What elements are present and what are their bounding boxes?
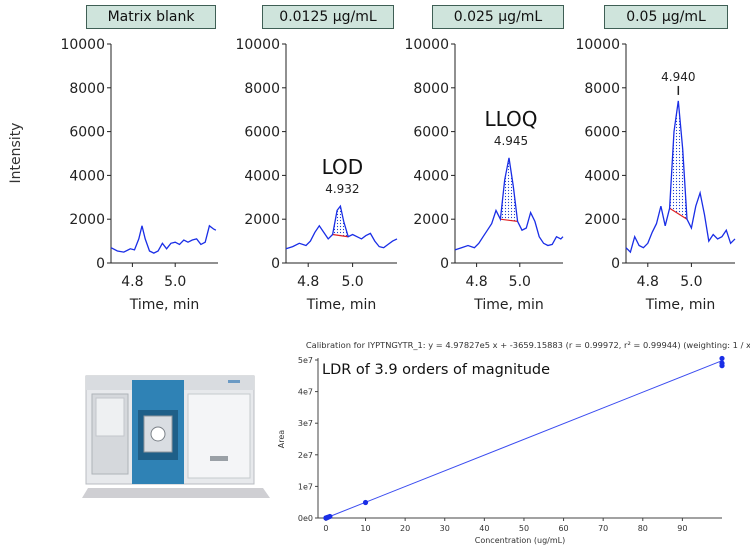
panel-title-0p0125: 0.0125 μg/mL [262,5,394,29]
y-tick-label: 8000 [413,81,449,97]
peak-annotation: LLOQ [484,107,537,131]
peak-area [669,100,688,220]
mass-spectrometer-image [82,375,270,498]
chromatogram-trace [625,100,736,254]
y-tick-label: 10000 [60,37,105,53]
chromatogram-trace [454,157,564,251]
baseline [669,207,688,220]
peak-rt-label: 4.945 [494,134,528,148]
x-tick-label: 4.8 [637,274,659,290]
panel-title-0p025: 0.025 μg/mL [432,5,564,29]
cal-y-tick-label: 5e7 [298,356,313,365]
x-axis-title: Time, min [306,297,377,313]
cal-x-tick-label: 30 [440,524,450,533]
fit-line [325,360,723,519]
y-tick-label: 2000 [584,212,620,228]
cal-y-tick-label: 3e7 [298,419,313,428]
y-tick-label: 6000 [69,125,105,141]
x-tick-label: 5.0 [509,274,531,290]
cal-y-tick-label: 2e7 [298,451,313,460]
cal-y-axis-title: Area [277,430,286,449]
x-axis-title: Time, min [129,297,200,313]
y-tick-label: 6000 [413,125,449,141]
x-tick-label: 4.8 [297,274,319,290]
y-tick-label: 8000 [244,81,280,97]
y-tick-label: 0 [96,256,105,272]
x-tick-label: 5.0 [341,274,363,290]
peak-area [500,157,518,222]
calibration-point [719,363,725,369]
panel-title-matrix-blank: Matrix blank [86,5,216,29]
cal-x-tick-label: 10 [360,524,370,533]
cal-x-tick-label: 40 [479,524,489,533]
peak-annotation: LOD [322,155,364,179]
panel-title-0p05: 0.05 μg/mL [604,5,728,29]
y-tick-label: 0 [440,256,449,272]
chromatogram-trace [285,204,398,250]
y-tick-label: 4000 [413,168,449,184]
y-tick-label: 0 [611,256,620,272]
calibration-point [362,499,369,506]
y-tick-label: 8000 [584,81,620,97]
cal-x-tick-label: 50 [519,524,529,533]
calibration-point [327,513,333,520]
y-tick-label: 6000 [244,125,280,141]
x-tick-label: 5.0 [164,274,186,290]
y-tick-label: 2000 [244,212,280,228]
y-tick-label: 10000 [235,37,280,53]
x-axis-title: Time, min [473,297,544,313]
baseline [332,233,349,238]
x-tick-label: 4.8 [121,274,143,290]
cal-y-tick-label: 4e7 [298,388,313,397]
calibration-point [719,355,725,362]
baseline [500,218,518,222]
y-tick-label: 10000 [404,37,449,53]
x-tick-label: 5.0 [680,274,702,290]
y-tick-label: 10000 [575,37,620,53]
y-tick-label: 2000 [69,212,105,228]
peak-rt-label: 4.940 [661,70,695,84]
peak-rt-label: 4.932 [325,182,359,196]
y-tick-label: 6000 [584,125,620,141]
ldr-annotation: LDR of 3.9 orders of magnitude [322,362,550,378]
cal-x-tick-label: 60 [558,524,568,533]
cal-x-tick-label: 80 [638,524,648,533]
cal-y-tick-label: 0e0 [298,514,313,523]
y-tick-label: 0 [271,256,280,272]
cal-y-tick-label: 1e7 [298,482,313,491]
cal-x-tick-label: 90 [677,524,687,533]
x-tick-label: 4.8 [465,274,487,290]
y-tick-label: 2000 [413,212,449,228]
y-axis-title: Intensity [8,123,24,184]
chromatogram-trace [110,224,217,254]
chromatogram-panels: Intensity 0 2000 4000 6000 8000 10000 4.8 5.0 Tim… [8,37,736,313]
y-tick-label: 4000 [244,168,280,184]
y-tick-label: 8000 [69,81,105,97]
cal-x-tick-label: 0 [323,524,328,533]
calibration-header: Calibration for IYPTNGYTR_1: y = 4.97827… [306,340,750,350]
cal-x-tick-label: 20 [400,524,410,533]
cal-x-tick-label: 70 [598,524,608,533]
x-axis-title: Time, min [645,297,716,313]
y-tick-label: 4000 [584,168,620,184]
cal-x-axis-title: Concentration (ug/mL) [475,536,565,545]
y-tick-label: 4000 [69,168,105,184]
